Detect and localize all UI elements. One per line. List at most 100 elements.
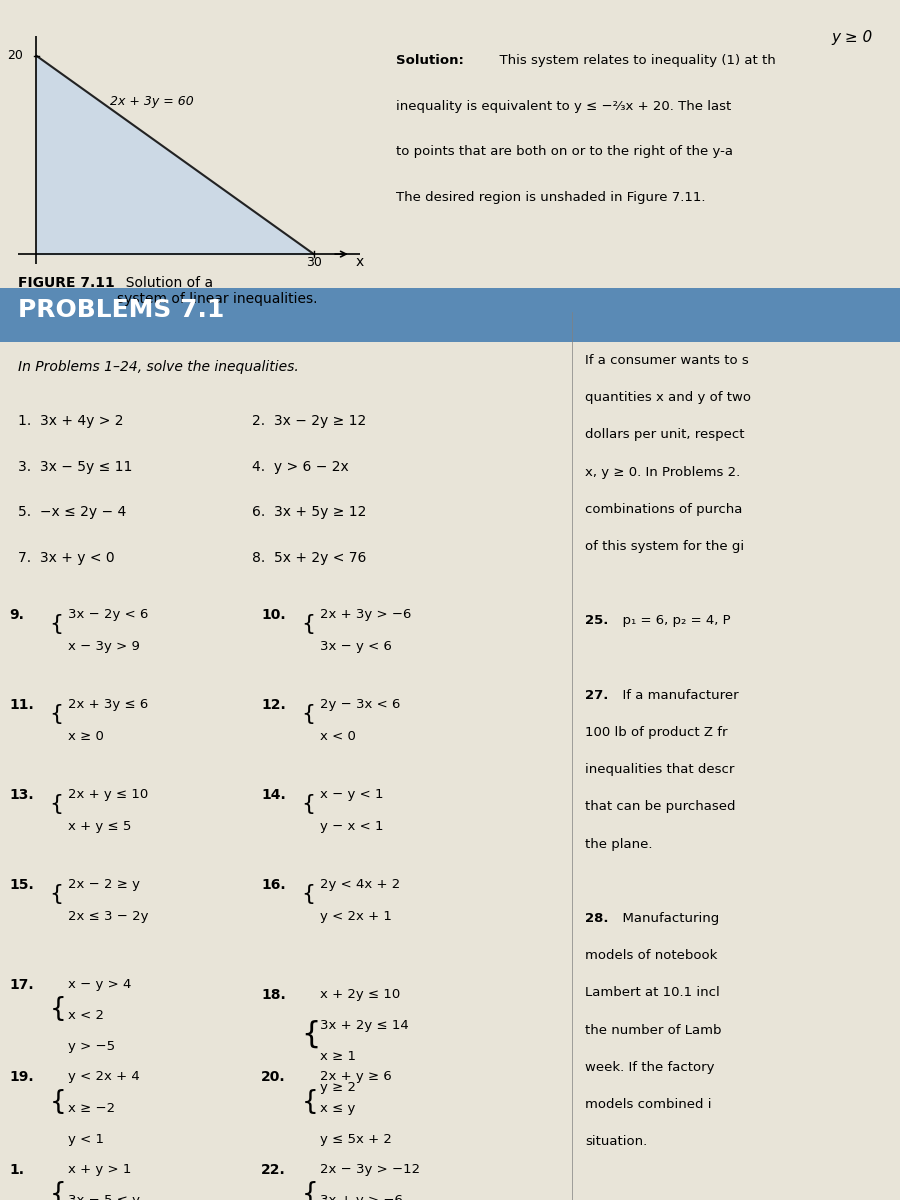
Text: Manufacturing: Manufacturing [614,912,719,925]
Text: 2x + 3y = 60: 2x + 3y = 60 [111,95,194,108]
Text: 3x − 2y < 6: 3x − 2y < 6 [68,608,148,622]
Text: 7.  3x + y < 0: 7. 3x + y < 0 [18,551,114,565]
Text: In Problems 1–24, solve the inequalities.: In Problems 1–24, solve the inequalities… [18,360,299,374]
Text: Solution of a
system of linear inequalities.: Solution of a system of linear inequalit… [117,276,318,306]
Text: x + y > 1: x + y > 1 [68,1163,130,1176]
Text: {: { [302,1181,319,1200]
Text: dollars per unit, respect: dollars per unit, respect [585,428,744,442]
Text: 2x + 3y > −6: 2x + 3y > −6 [320,608,411,622]
Text: 22.: 22. [261,1163,286,1177]
Text: PROBLEMS 7.1: PROBLEMS 7.1 [18,298,224,322]
Text: 2x ≤ 3 − 2y: 2x ≤ 3 − 2y [68,910,148,923]
Text: 20: 20 [6,49,23,62]
Text: x ≤ y: x ≤ y [320,1102,355,1115]
Text: y − x < 1: y − x < 1 [320,820,383,833]
Text: x < 2: x < 2 [68,1009,104,1022]
Text: combinations of purcha: combinations of purcha [585,503,742,516]
Text: Lambert at 10.1 incl: Lambert at 10.1 incl [585,986,720,1000]
Text: 18.: 18. [261,988,286,1002]
Text: 2x + y ≥ 6: 2x + y ≥ 6 [320,1070,392,1084]
Text: x + 2y ≤ 10: x + 2y ≤ 10 [320,988,400,1001]
Text: {: { [302,614,316,634]
Text: 2y − 3x < 6: 2y − 3x < 6 [320,698,400,712]
Text: 3x + 2y ≤ 14: 3x + 2y ≤ 14 [320,1019,409,1032]
Text: {: { [302,704,316,724]
Text: quantities x and y of two: quantities x and y of two [585,391,751,404]
Text: that can be purchased: that can be purchased [585,800,735,814]
Text: 2.  3x − 2y ≥ 12: 2. 3x − 2y ≥ 12 [252,414,366,428]
Text: 12.: 12. [261,698,286,713]
Text: x − y < 1: x − y < 1 [320,788,383,802]
Text: 2x + 3y ≤ 6: 2x + 3y ≤ 6 [68,698,148,712]
Text: y ≥ 0: y ≥ 0 [832,30,873,44]
Text: x ≥ 0: x ≥ 0 [68,730,104,743]
Text: x, y ≥ 0. In Problems 2.: x, y ≥ 0. In Problems 2. [585,466,740,479]
Text: {: { [50,614,64,634]
Text: {: { [302,1020,321,1049]
Text: 8.  5x + 2y < 76: 8. 5x + 2y < 76 [252,551,366,565]
Text: 100 lb of product Z fr: 100 lb of product Z fr [585,726,727,739]
Text: y < 2x + 4: y < 2x + 4 [68,1070,140,1084]
Text: {: { [50,1088,67,1115]
Text: If a consumer wants to s: If a consumer wants to s [585,354,749,367]
Text: 1.: 1. [9,1163,24,1177]
Text: y < 2x + 1: y < 2x + 1 [320,910,392,923]
Text: to points that are both on or to the right of the y-a: to points that are both on or to the rig… [396,145,733,158]
Text: 20.: 20. [261,1070,285,1085]
Text: 2x − 2 ≥ y: 2x − 2 ≥ y [68,878,140,892]
Text: {: { [50,884,64,904]
Text: The desired region is unshaded in Figure 7.11.: The desired region is unshaded in Figure… [396,191,706,204]
Text: 16.: 16. [261,878,285,893]
Text: {: { [50,996,67,1022]
Text: 13.: 13. [9,788,33,803]
Text: 6.  3x + 5y ≥ 12: 6. 3x + 5y ≥ 12 [252,505,366,520]
Text: y ≤ 5x + 2: y ≤ 5x + 2 [320,1133,392,1146]
Text: {: { [302,1088,319,1115]
Text: 17.: 17. [9,978,33,992]
Text: 3x + y > −6: 3x + y > −6 [320,1194,402,1200]
Text: 3x − 5 ≤ y: 3x − 5 ≤ y [68,1194,140,1200]
Text: {: { [50,704,64,724]
Text: 15.: 15. [9,878,34,893]
Text: 3.  3x − 5y ≤ 11: 3. 3x − 5y ≤ 11 [18,460,132,474]
Text: 28.: 28. [585,912,608,925]
Text: 19.: 19. [9,1070,33,1085]
Text: This system relates to inequality (1) at th: This system relates to inequality (1) at… [491,54,775,67]
Text: x < 0: x < 0 [320,730,356,743]
FancyBboxPatch shape [0,288,900,342]
Text: {: { [50,794,64,814]
Text: models of notebook: models of notebook [585,949,717,962]
Text: models combined i: models combined i [585,1098,712,1111]
Text: y > −5: y > −5 [68,1040,114,1054]
Text: 1.  3x + 4y > 2: 1. 3x + 4y > 2 [18,414,123,428]
Text: FIGURE 7.11: FIGURE 7.11 [18,276,115,290]
Text: of this system for the gi: of this system for the gi [585,540,744,553]
Text: week. If the factory: week. If the factory [585,1061,715,1074]
Text: y < 1: y < 1 [68,1133,104,1146]
Text: 11.: 11. [9,698,34,713]
Text: 3x − y < 6: 3x − y < 6 [320,640,392,653]
Text: 10.: 10. [261,608,285,623]
Text: inequality is equivalent to y ≤ −²⁄₃x + 20. The last: inequality is equivalent to y ≤ −²⁄₃x + … [396,100,735,113]
Text: 2y < 4x + 2: 2y < 4x + 2 [320,878,400,892]
Text: 27.: 27. [585,689,608,702]
Text: x − y > 4: x − y > 4 [68,978,130,991]
Text: Solution:: Solution: [396,54,464,67]
Text: x ≥ 1: x ≥ 1 [320,1050,356,1063]
Text: {: { [50,1181,67,1200]
Text: 2x + y ≤ 10: 2x + y ≤ 10 [68,788,148,802]
Text: 30: 30 [306,256,321,269]
Text: 25.: 25. [585,614,608,628]
Text: If a manufacturer: If a manufacturer [614,689,738,702]
Text: x + y ≤ 5: x + y ≤ 5 [68,820,130,833]
Text: situation.: situation. [585,1135,647,1148]
Text: x ≥ −2: x ≥ −2 [68,1102,114,1115]
Text: y ≥ 2: y ≥ 2 [320,1081,356,1094]
Text: p₁ = 6, p₂ = 4, P: p₁ = 6, p₂ = 4, P [614,614,731,628]
Text: 5.  −x ≤ 2y − 4: 5. −x ≤ 2y − 4 [18,505,126,520]
Text: inequalities that descr: inequalities that descr [585,763,734,776]
Text: 2x − 3y > −12: 2x − 3y > −12 [320,1163,419,1176]
Text: x − 3y > 9: x − 3y > 9 [68,640,140,653]
Text: 9.: 9. [9,608,24,623]
Text: {: { [302,884,316,904]
